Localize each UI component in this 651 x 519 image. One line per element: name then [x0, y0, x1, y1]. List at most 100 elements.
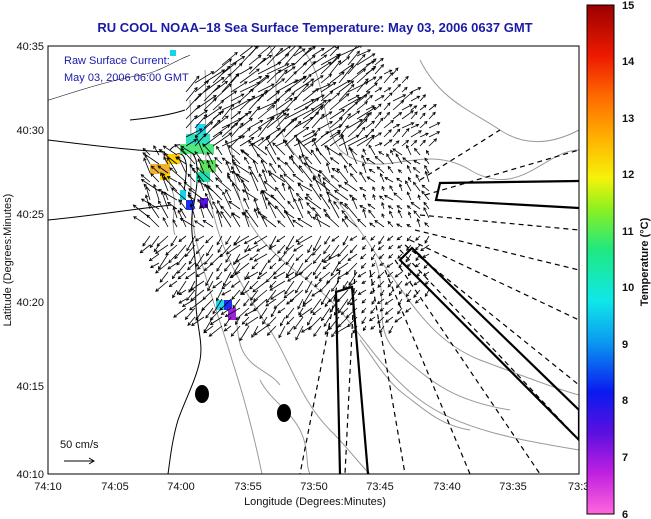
current-vector	[428, 112, 436, 120]
current-vector-head	[163, 153, 167, 157]
scale-label: 50 cm/s	[60, 439, 99, 451]
current-vector-head	[310, 99, 315, 103]
current-vector-head	[323, 99, 328, 104]
current-vector	[225, 307, 241, 317]
current-vector-head	[229, 274, 234, 279]
current-vector-head	[203, 267, 208, 272]
current-vector-head	[270, 296, 274, 300]
current-vector-head	[299, 40, 302, 43]
current-vector-head	[219, 131, 223, 136]
current-vector-head	[369, 222, 373, 226]
current-vector-head	[146, 214, 151, 219]
current-vector	[311, 48, 325, 57]
current-vector	[221, 122, 238, 138]
current-vector-head	[318, 169, 323, 174]
current-vector-head	[251, 334, 255, 339]
current-vector	[232, 162, 250, 174]
current-vector-head	[394, 67, 399, 71]
current-vector-head	[341, 109, 345, 113]
current-vector-head	[241, 179, 245, 183]
current-vector-head	[392, 148, 397, 152]
current-vector-head	[385, 319, 389, 323]
current-vector-head	[409, 104, 413, 108]
current-vector-head	[346, 56, 351, 60]
current-vector-head	[378, 195, 383, 199]
current-vector-head	[415, 246, 419, 251]
current-vector-head	[241, 321, 246, 325]
current-vector-head	[393, 192, 397, 196]
current-vector	[423, 202, 430, 210]
current-vector	[424, 235, 430, 244]
current-vector-head	[144, 194, 149, 199]
current-vector-head	[366, 176, 371, 180]
current-vector-head	[252, 159, 257, 164]
current-vector	[287, 201, 295, 210]
current-vector-head	[305, 156, 309, 160]
current-vector	[283, 139, 295, 156]
current-vector-head	[285, 53, 290, 57]
current-vector-head	[232, 305, 237, 309]
current-vector	[257, 62, 281, 75]
current-vector-head	[280, 322, 284, 327]
current-vector	[408, 177, 412, 183]
current-vector-head	[212, 285, 216, 289]
current-vector	[267, 325, 277, 336]
current-vector-head	[378, 75, 383, 80]
current-vector-head	[347, 257, 352, 261]
current-vector	[272, 142, 286, 156]
current-vector	[266, 289, 277, 303]
current-vector	[197, 262, 205, 270]
current-vector	[250, 289, 259, 301]
current-vector	[338, 101, 358, 120]
current-vector-head	[432, 111, 436, 116]
current-vector	[244, 271, 250, 280]
current-vector-head	[287, 278, 291, 282]
current-vector-head	[262, 190, 266, 194]
current-vector	[413, 160, 421, 165]
current-vector	[242, 316, 250, 325]
current-vector-head	[217, 199, 221, 204]
current-vector	[320, 99, 331, 111]
current-vector	[293, 108, 315, 120]
current-vector-head	[369, 274, 373, 278]
current-vector	[384, 177, 394, 183]
current-vector-head	[276, 127, 281, 132]
current-vector-head	[267, 170, 272, 174]
current-vector-head	[262, 321, 266, 325]
current-vector	[284, 134, 298, 147]
current-vector-head	[319, 105, 323, 110]
current-vector-head	[386, 264, 391, 268]
current-vector-head	[246, 275, 250, 279]
current-vector	[244, 244, 250, 253]
current-vector	[151, 165, 160, 174]
current-vector-head	[223, 328, 228, 332]
current-vector-head	[363, 118, 368, 123]
current-vector-head	[333, 200, 337, 205]
current-vector-head	[304, 259, 309, 263]
current-vector-head	[276, 90, 280, 95]
current-vector-head	[416, 218, 421, 222]
current-vector-head	[322, 177, 326, 181]
current-vector-head	[303, 162, 308, 166]
current-vector-head	[424, 120, 428, 125]
current-vector	[410, 111, 418, 120]
current-vector-head	[223, 282, 227, 287]
current-vector-head	[224, 80, 229, 85]
current-vector	[150, 173, 160, 183]
current-vector-head	[362, 68, 367, 72]
current-vector-head	[194, 220, 198, 224]
current-vector	[383, 112, 390, 120]
current-vector-head	[257, 211, 261, 215]
current-vector-head	[368, 168, 373, 173]
current-vector-head	[341, 71, 345, 75]
current-vector-head	[142, 242, 146, 247]
current-vector-head	[250, 88, 254, 93]
current-vector	[386, 262, 394, 268]
current-vector-head	[365, 78, 369, 82]
current-vector	[284, 209, 295, 228]
current-vector	[194, 133, 207, 147]
current-vector	[328, 244, 340, 260]
current-vector	[347, 54, 366, 75]
current-vector-head	[228, 144, 232, 149]
current-vector-head	[181, 303, 186, 307]
